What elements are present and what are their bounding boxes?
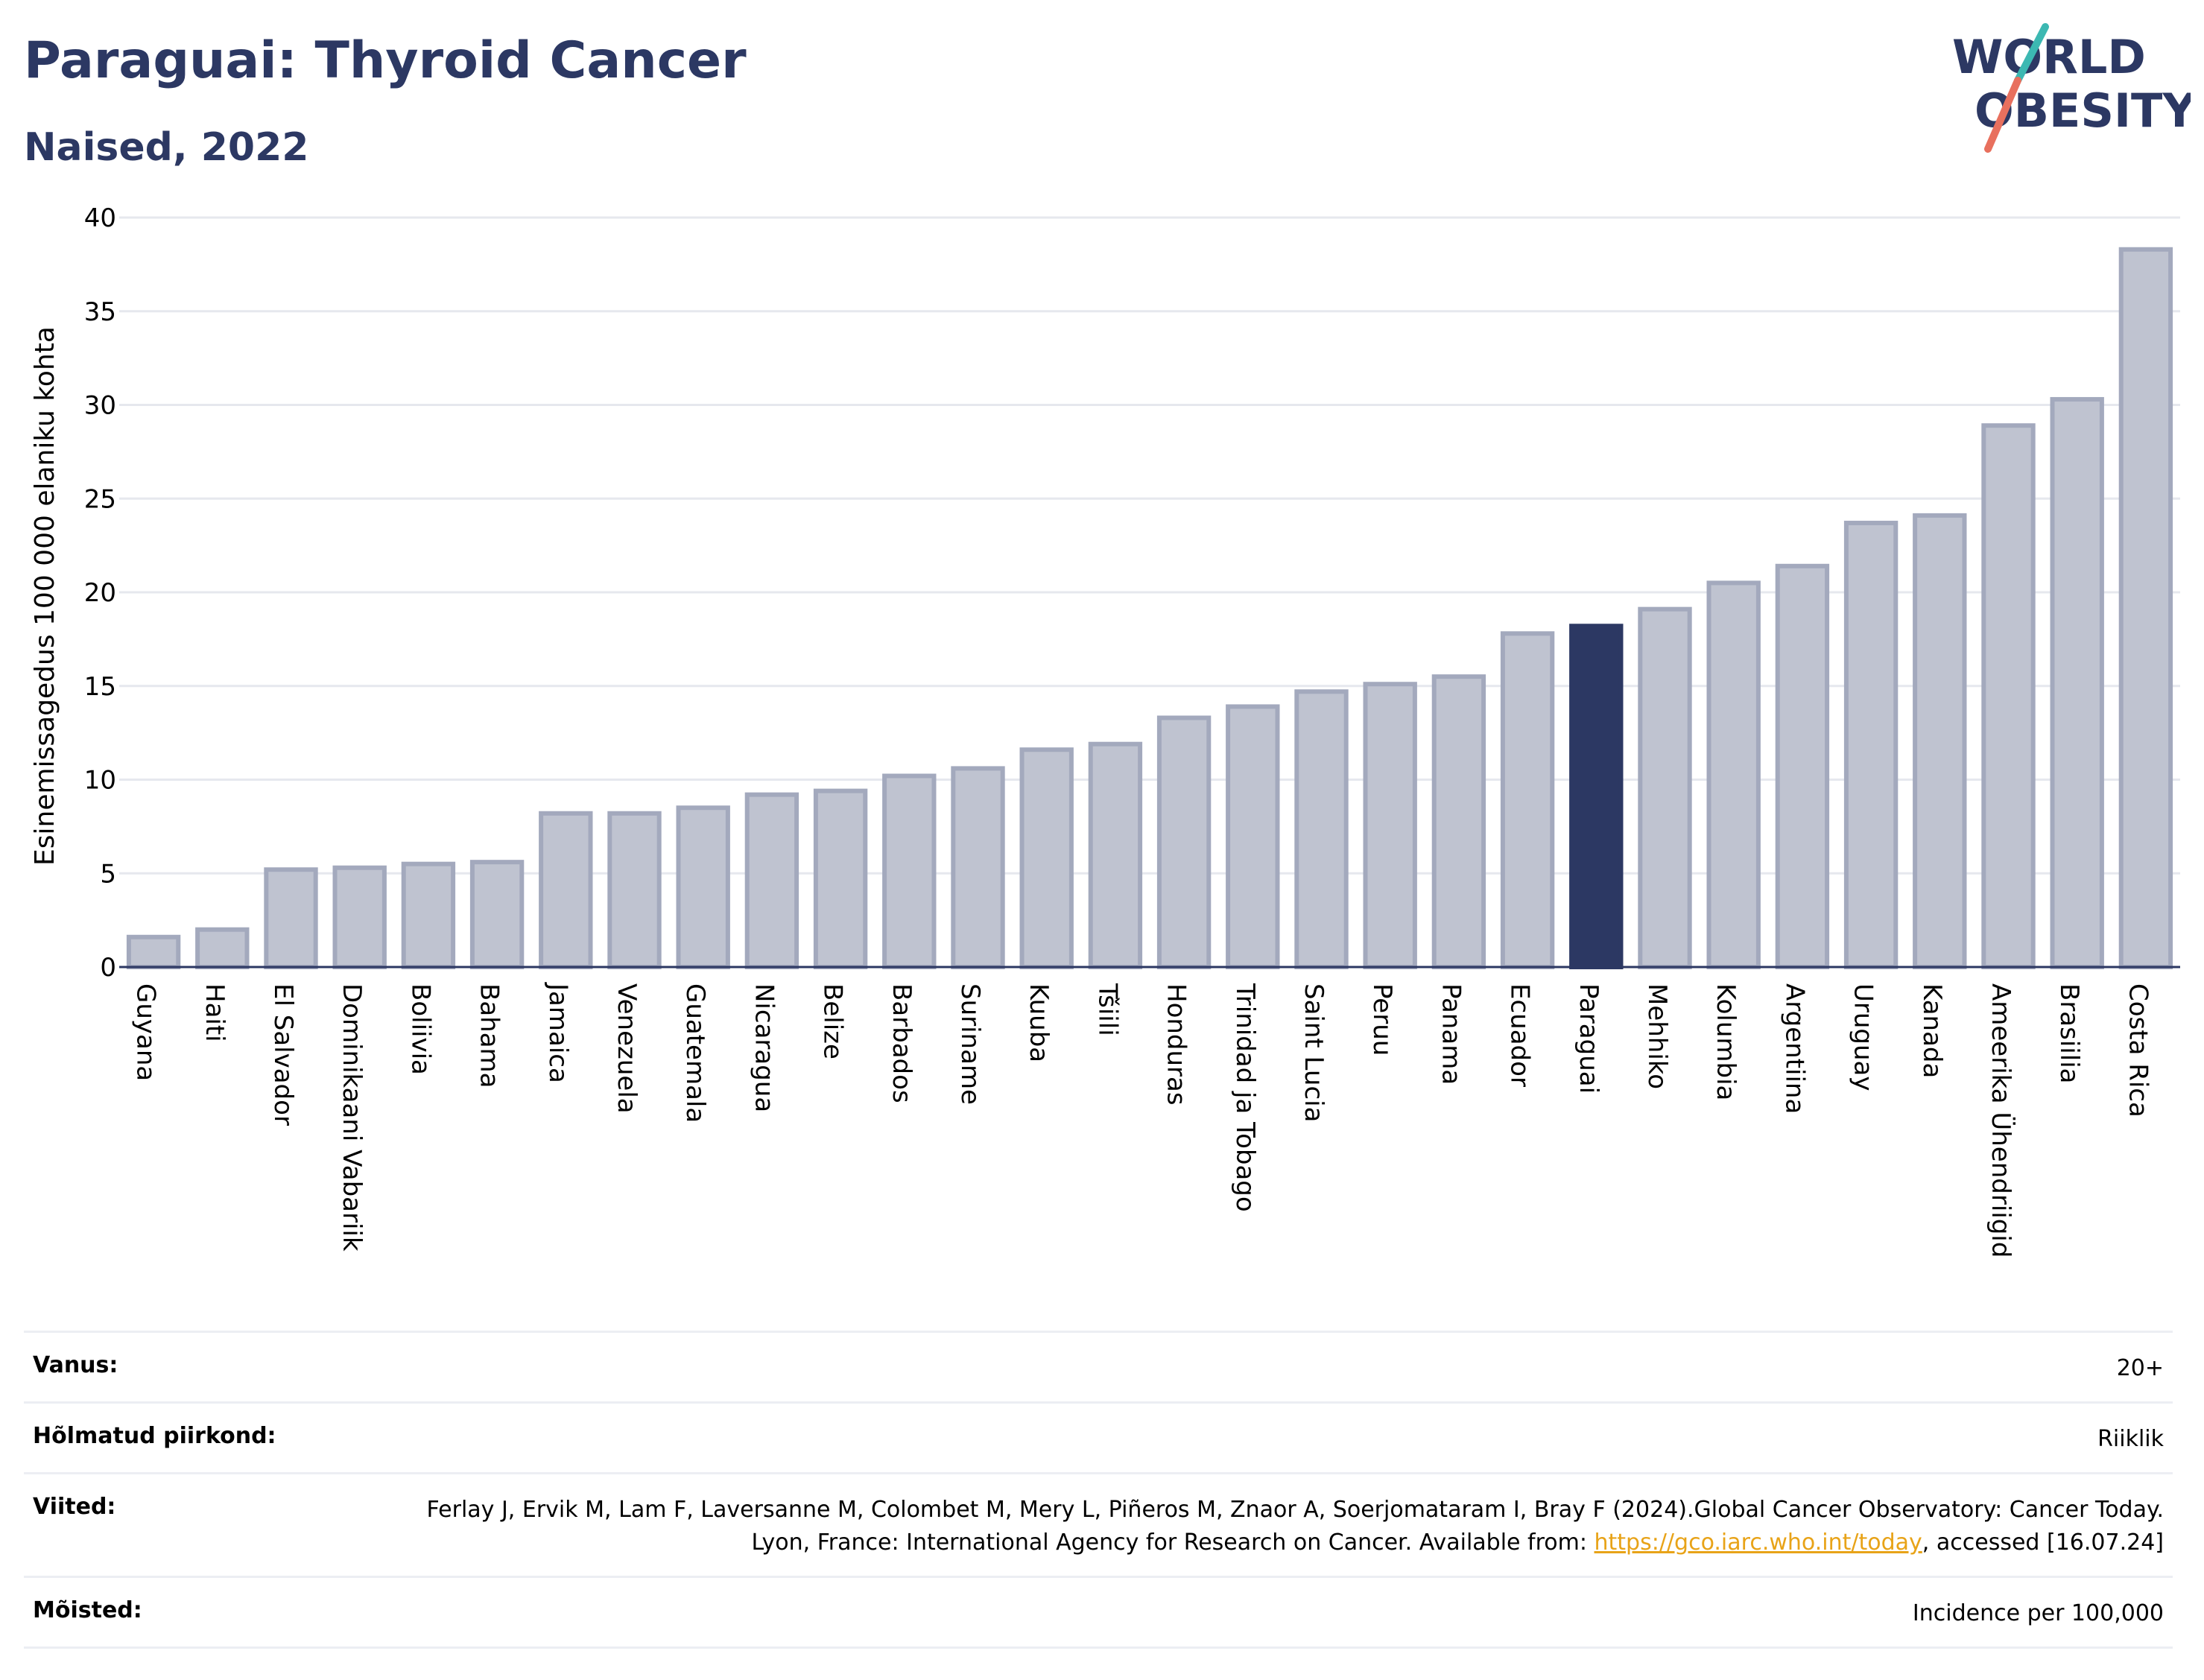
bar [1775, 563, 1830, 969]
x-tick-label: Guyana [131, 983, 161, 1081]
bar [1431, 674, 1486, 969]
x-tick-label: Barbados [887, 983, 916, 1103]
x-tick-label: Mehhiko [1642, 983, 1672, 1089]
x-tick-label: Saint Lucia [1299, 983, 1329, 1122]
world-obesity-logo: WORLD OBESITY [1952, 23, 2191, 153]
y-tick-label: 25 [84, 484, 116, 514]
y-tick-label: 0 [100, 953, 116, 983]
x-tick-label: Argentiina [1779, 983, 1809, 1114]
bar [1638, 606, 1692, 969]
bar [1981, 423, 2036, 969]
x-tick-label: Honduras [1162, 983, 1191, 1106]
bar [744, 792, 799, 969]
x-tick-label: Suriname [955, 983, 985, 1105]
x-tick-label: Paraguai [1574, 983, 1603, 1094]
bar [539, 811, 593, 970]
x-tick-label: Tšiili [1092, 983, 1122, 1036]
bar [676, 805, 730, 969]
info-value-region: Riiklik [2097, 1426, 2164, 1452]
bar [126, 934, 181, 970]
page-subtitle: Naised, 2022 [24, 125, 309, 170]
x-tick-label: Uruguay [1849, 983, 1878, 1091]
x-tick-label: El Salvador [268, 983, 298, 1126]
bar-highlighted [1569, 624, 1624, 970]
info-row-references: Viited: Ferlay J, Ervik M, Lam F, Lavers… [24, 1472, 2173, 1576]
x-tick-label: Bahama [475, 983, 504, 1088]
bar [882, 773, 937, 969]
reference-text: Ferlay J, Ervik M, Lam F, Laversanne M, … [426, 1497, 2164, 1556]
reference-link[interactable]: https://gco.iarc.who.int/today [1594, 1530, 1922, 1556]
x-tick-label: Kanada [1917, 983, 1947, 1078]
x-tick-label: Panama [1436, 983, 1466, 1085]
y-tick-label: 20 [84, 578, 116, 608]
x-tick-label: Nicaragua [749, 983, 779, 1112]
x-tick-label: Jamaica [543, 982, 573, 1083]
x-tick-label: Boliivia [405, 983, 435, 1075]
info-value-references: Ferlay J, Ervik M, Lam F, Laversanne M, … [376, 1494, 2164, 1559]
bar [1088, 741, 1143, 970]
y-tick-label: 5 [100, 859, 116, 889]
bar [469, 860, 525, 970]
y-tick-labels: 0 5 10 15 20 25 30 35 40 [84, 203, 116, 983]
bar [951, 766, 1005, 970]
y-tick-label: 35 [84, 297, 116, 327]
bar-chart: 0 5 10 15 20 25 30 35 40 Guyana Haiti El Salvador D… [30, 203, 2180, 1258]
logo-text-world: WORLD [1952, 30, 2146, 84]
bar [1363, 682, 1417, 969]
reference-accessed: , accessed [16.07.24] [1922, 1530, 2164, 1556]
bar [813, 788, 868, 969]
bar [2050, 396, 2104, 969]
x-tick-label: Belize [818, 983, 848, 1059]
y-tick-label: 40 [84, 203, 116, 233]
bar [1294, 689, 1349, 969]
bars [119, 247, 2180, 970]
bar [1500, 631, 1555, 970]
bar [1019, 747, 1074, 969]
x-tick-labels: Guyana Haiti El Salvador Dominikaani Vabari… [131, 982, 2153, 1258]
info-label-age: Vanus: [33, 1352, 118, 1378]
x-tick-label: Trinidad ja Tobago [1230, 983, 1260, 1212]
info-row-region: Hõlmatud piirkond: Riiklik [24, 1401, 2173, 1472]
bar [195, 927, 250, 969]
bar [1706, 580, 1761, 969]
x-tick-label: Dominikaani Vabariik [337, 983, 367, 1252]
logo-slash-coral [1984, 77, 2021, 153]
y-tick-label: 10 [84, 766, 116, 796]
bar [1156, 715, 1212, 969]
x-tick-label: Guatemala [680, 983, 710, 1123]
x-tick-label: Peruu [1367, 983, 1397, 1056]
x-tick-label: Venezuela [612, 983, 642, 1114]
bar [332, 865, 387, 969]
bar [607, 811, 662, 970]
y-tick-label: 30 [84, 391, 116, 421]
info-label-region: Hõlmatud piirkond: [33, 1423, 276, 1449]
x-tick-label: Haiti [200, 983, 229, 1042]
info-value-definitions: Incidence per 100,000 [1912, 1600, 2164, 1626]
bar [1913, 513, 1967, 969]
y-axis-label: Esinemissagedus 100 000 elaniku kohta [30, 326, 60, 866]
x-tick-label: Ameerika Ühendriigid [1986, 983, 2016, 1258]
page-title: Paraguai: Thyroid Cancer [24, 31, 747, 90]
info-table: Vanus: 20+ Hõlmatud piirkond: Riiklik Vi… [24, 1331, 2173, 1649]
bar [401, 861, 456, 970]
bar [264, 867, 318, 969]
info-label-definitions: Mõisted: [33, 1597, 142, 1623]
bar [1843, 520, 1899, 969]
y-tick-label: 15 [84, 672, 116, 702]
info-row-definitions: Mõisted: Incidence per 100,000 [24, 1576, 2173, 1649]
info-row-age: Vanus: 20+ [24, 1331, 2173, 1401]
x-tick-label: Kolumbia [1711, 983, 1741, 1100]
x-tick-label: Ecuador [1505, 983, 1535, 1087]
bar [2118, 247, 2173, 969]
x-tick-label: Kuuba [1024, 983, 1054, 1062]
info-label-references: Viited: [33, 1494, 116, 1520]
logo-slash-teal [2014, 23, 2049, 84]
info-value-age: 20+ [2116, 1355, 2164, 1381]
x-tick-label: Brasiilia [2054, 983, 2084, 1083]
bar [1226, 704, 1280, 969]
x-tick-label: Costa Rica [2123, 983, 2153, 1118]
